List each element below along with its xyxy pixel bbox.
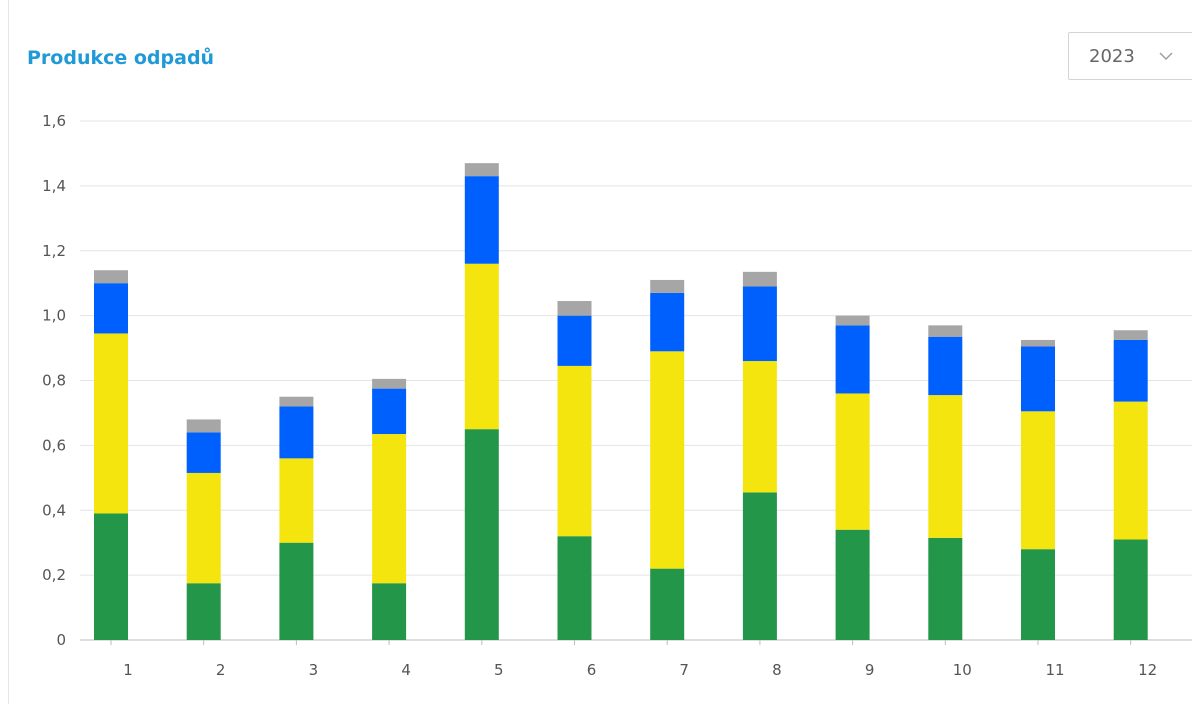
bar-segment[interactable] [279,396,314,407]
bar-segment[interactable] [1021,549,1055,640]
bar-segment[interactable] [835,315,870,326]
bar-segment[interactable] [464,429,499,640]
bar-segment[interactable] [94,270,128,284]
bar-segment[interactable] [94,333,128,514]
y-tick-label: 1,6 [42,112,66,130]
bar-segment[interactable] [835,325,870,394]
bar-segment[interactable] [928,395,963,538]
y-tick-label: 1,2 [42,242,66,260]
x-tick-label: 8 [772,661,782,679]
x-tick-label: 7 [679,661,689,679]
x-tick-label: 1 [123,661,133,679]
bar-segment[interactable] [279,542,314,640]
bar-segment[interactable] [464,163,499,177]
x-tick-label: 9 [865,661,875,679]
y-tick-label: 1,4 [42,177,66,195]
y-tick-label: 0,8 [42,372,66,390]
bar-segment[interactable] [279,458,314,543]
bar-segment[interactable] [742,361,777,493]
bar-segment[interactable] [928,537,963,640]
y-tick-label: 1,0 [42,307,66,325]
bar-segment[interactable] [557,365,592,537]
bar-segment[interactable] [372,583,407,640]
bar-segment[interactable] [464,263,499,430]
bar-segment[interactable] [94,513,128,640]
bar-segment[interactable] [186,583,221,640]
bar-segment[interactable] [186,419,221,433]
bar-segment[interactable] [557,315,592,366]
bar-segment[interactable] [1021,411,1055,550]
chevron-down-icon [1157,47,1175,70]
x-tick-label: 11 [1045,661,1064,679]
y-tick-label: 0,4 [42,501,66,519]
year-select-value: 2023 [1089,46,1135,67]
bar-segment[interactable] [650,292,685,352]
bar-segment[interactable] [1113,339,1148,402]
bar-segment[interactable] [557,301,592,316]
chart-title: Produkce odpadů [27,47,215,69]
bar-segment[interactable] [1113,330,1148,340]
bar-segment[interactable] [1113,539,1148,640]
bar-segment[interactable] [372,434,407,584]
bar-segment[interactable] [650,351,685,569]
bar-segment[interactable] [835,393,870,530]
bar-segment[interactable] [279,406,314,459]
bar-segment[interactable] [742,492,777,640]
bar-segment[interactable] [928,325,963,337]
x-tick-label: 3 [309,661,319,679]
bar-segment[interactable] [1113,401,1148,540]
bar-segment[interactable] [742,271,777,287]
y-tick-label: 0 [56,631,66,649]
bar-segment[interactable] [557,536,592,640]
bar-segment[interactable] [650,279,685,293]
x-tick-label: 5 [494,661,504,679]
x-tick-label: 6 [587,661,597,679]
x-tick-label: 2 [216,661,226,679]
bar-segment[interactable] [742,286,777,362]
bar-segment[interactable] [928,336,963,396]
bar-segment[interactable] [835,529,870,640]
bar-segment[interactable] [372,388,407,435]
y-tick-label: 0,6 [42,436,66,454]
bar-segment[interactable] [1021,339,1055,347]
y-tick-label: 0,2 [42,566,66,584]
year-select[interactable]: 2023 [1068,32,1192,80]
bar-segment[interactable] [1021,346,1055,412]
bar-segment[interactable] [464,176,499,264]
x-tick-label: 12 [1138,661,1157,679]
bar-segment[interactable] [650,568,685,640]
x-tick-label: 10 [953,661,972,679]
x-tick-label: 4 [401,661,411,679]
bar-segment[interactable] [372,378,407,389]
bar-segment[interactable] [186,472,221,584]
bar-segment[interactable] [186,432,221,473]
bar-segment[interactable] [94,283,128,334]
